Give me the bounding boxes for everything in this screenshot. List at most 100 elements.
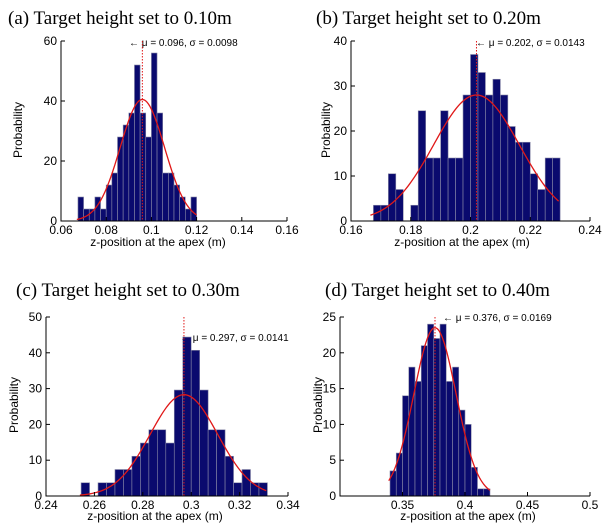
- panel-a-bar: [88, 208, 96, 222]
- panel-c-x-tick-label: 0.28: [131, 498, 155, 512]
- panel-b-bar: [447, 157, 456, 222]
- panel-b-xlabel: z-position at the apex (m): [394, 235, 529, 249]
- panel-d-bar: [445, 381, 453, 497]
- panel-b-plot: 0.16 0.18 0.2 0.22 0.24 0 10 20 30 40: [334, 34, 602, 237]
- panel-c-bar: [148, 429, 158, 497]
- panel-a-bar: [111, 172, 118, 222]
- panel-b-bar: [492, 78, 501, 222]
- panel-b-y-tick-label: 40: [334, 34, 348, 48]
- panel-a-bar: [100, 208, 107, 222]
- panel-c-bar: [157, 429, 167, 497]
- panel-a-xlabel: z-position at the apex (m): [90, 235, 225, 249]
- panel-b-x-tick-label: 0.2: [462, 223, 479, 237]
- panel-c-y-tick-label: 20: [29, 417, 43, 431]
- panel-a-plot: 0.06 0.08 0.1 0.12 0.14 0.16 0 20 40 60: [44, 34, 299, 237]
- panel-a-bar: [128, 112, 135, 222]
- panel-d-y-tick-label: 20: [323, 346, 337, 360]
- panel-d-bar: [464, 424, 472, 497]
- panel-b: (b) Target height set to 0.20m Probabili…: [316, 8, 602, 249]
- panel-b-y-tick-label: 20: [334, 124, 348, 138]
- panel-b-y-tick-label: 0: [340, 214, 347, 228]
- panel-a-fit-annotation: ← μ = 0.096, σ = 0.0098: [129, 38, 238, 49]
- panel-b-bar: [455, 157, 464, 222]
- panel-d-x-tick-label: 0.45: [516, 498, 540, 512]
- panel-d-y-tick-label: 10: [323, 417, 337, 431]
- panel-a-y-tick-label: 0: [50, 214, 57, 228]
- panel-c-fit-curve: [79, 394, 267, 496]
- panel-c-y-tick-label: 50: [29, 310, 43, 324]
- panel-d-x-tick-label: 0.4: [457, 498, 474, 512]
- panel-b-x-tick-label: 0.24: [578, 223, 602, 237]
- panel-a-x-tick-label: 0.06: [49, 223, 73, 237]
- panel-a-bar: [105, 184, 113, 222]
- panel-b-bar: [432, 157, 441, 222]
- panel-d-y-tick-label: 5: [329, 453, 336, 467]
- panel-d-plot: 0.35 0.4 0.45 0.5 0 5 10 15 20 25: [323, 310, 599, 512]
- panel-d-fit-annotation: ← μ = 0.376, σ = 0.0169: [443, 313, 552, 324]
- panel-c-x-tick-label: 0.3: [183, 498, 200, 512]
- panel-c-x-tick-label: 0.34: [276, 498, 300, 512]
- panel-a-x-tick-label: 0.16: [275, 223, 299, 237]
- panel-c-y-tick-label: 10: [29, 453, 43, 467]
- panel-a: (a) Target height set to 0.10m Probabili…: [8, 8, 299, 249]
- panel-d-bar: [414, 381, 422, 497]
- panel-a-bar: [168, 172, 175, 222]
- panel-b-bar: [507, 126, 516, 222]
- panel-c-bar: [173, 389, 184, 497]
- panel-d-bar: [477, 488, 485, 497]
- panel-b-x-tick-label: 0.16: [339, 223, 363, 237]
- panel-c-ylabel: Probability: [7, 377, 21, 433]
- panel-c-y-tick-label: 30: [29, 382, 43, 396]
- panel-b-fit-curve: [370, 94, 560, 216]
- panel-a-bar: [190, 196, 197, 222]
- panel-a-bar: [151, 52, 158, 222]
- panel-b-title: (b) Target height set to 0.20m: [316, 8, 541, 29]
- panel-a-y-tick-label: 60: [44, 34, 58, 48]
- panel-b-bar: [425, 157, 434, 222]
- panel-c-plot: 0.24 0.26 0.28 0.3 0.32 0.34 0 10 20 30 40 50: [29, 310, 300, 512]
- panel-d-bar: [420, 345, 428, 497]
- panel-b-bar: [552, 157, 561, 222]
- panel-d-bar: [389, 470, 397, 497]
- panel-c: (c) Target height set to 0.30m Probabili…: [7, 280, 300, 523]
- panel-c-bar: [233, 482, 243, 497]
- panel-d-fit-curve: [388, 327, 491, 491]
- panel-d-x-tick-label: 0.5: [582, 498, 599, 512]
- panel-d-bar: [427, 323, 435, 497]
- panel-a-bar: [117, 136, 124, 222]
- panel-b-x-tick-label: 0.18: [399, 223, 423, 237]
- panel-a-y-tick-label: 40: [44, 94, 58, 108]
- panel-a-bar: [185, 208, 192, 222]
- panel-d-ylabel: Probability: [311, 377, 325, 433]
- panel-b-y-tick-label: 30: [334, 79, 348, 93]
- panel-c-y-tick-label: 0: [35, 489, 42, 503]
- panel-b-ylabel: Probability: [319, 102, 333, 158]
- panel-a-y-tick-label: 20: [44, 154, 58, 168]
- panel-d-bar: [395, 452, 403, 497]
- panel-b-bar: [485, 94, 494, 222]
- panel-d-x-tick-label: 0.35: [391, 498, 415, 512]
- panel-a-bar: [122, 124, 130, 222]
- panel-a-x-tick-label: 0.12: [185, 223, 209, 237]
- panel-a-x-tick-label: 0.14: [230, 223, 254, 237]
- panel-c-title: (c) Target height set to 0.30m: [16, 280, 240, 301]
- panel-d-bar: [408, 366, 416, 497]
- panel-d-y-tick-label: 0: [329, 489, 336, 503]
- panel-b-y-tick-label: 10: [334, 169, 348, 183]
- panel-b-bar: [380, 204, 389, 222]
- panel-c-bar: [207, 429, 217, 497]
- panel-b-bar: [388, 173, 397, 222]
- panel-d-bar: [402, 395, 410, 497]
- panel-a-bar: [156, 112, 164, 222]
- panel-d: (d) Target height set to 0.40m Probabili…: [311, 280, 599, 523]
- panel-c-x-tick-label: 0.26: [83, 498, 107, 512]
- panel-d-bar: [452, 366, 460, 497]
- panel-c-y-tick-label: 40: [29, 346, 43, 360]
- panel-b-bar: [544, 157, 553, 222]
- panel-c-xlabel: z-position at the apex (m): [87, 509, 222, 523]
- panel-a-bar: [94, 196, 101, 222]
- panel-b-fit-annotation: ← μ = 0.202, σ = 0.0143: [476, 38, 585, 49]
- panel-b-bar: [537, 189, 546, 222]
- panel-d-xlabel: z-position at the apex (m): [400, 509, 535, 523]
